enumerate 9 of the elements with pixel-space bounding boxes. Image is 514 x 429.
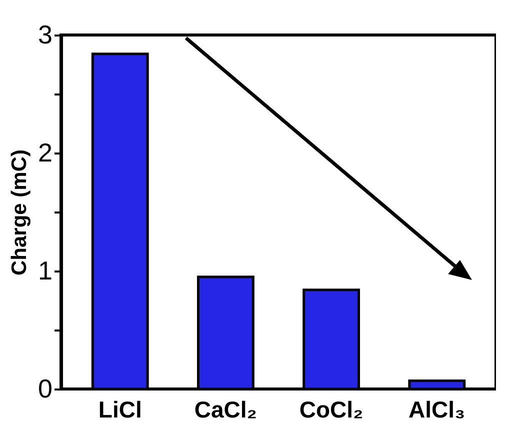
y-axis-title: Charge (mC): [8, 149, 32, 276]
y-tick-label: 3: [38, 20, 52, 50]
x-tick-label: CoCl₂: [299, 396, 364, 422]
x-tick-label: LiCl: [98, 396, 142, 422]
y-tick-label: 2: [38, 138, 52, 168]
y-tick-label: 1: [38, 256, 52, 286]
y-tick-label: 0: [38, 374, 52, 404]
x-tick-label: AlCl₃: [408, 396, 466, 422]
x-tick-label: CaCl₂: [194, 396, 258, 422]
